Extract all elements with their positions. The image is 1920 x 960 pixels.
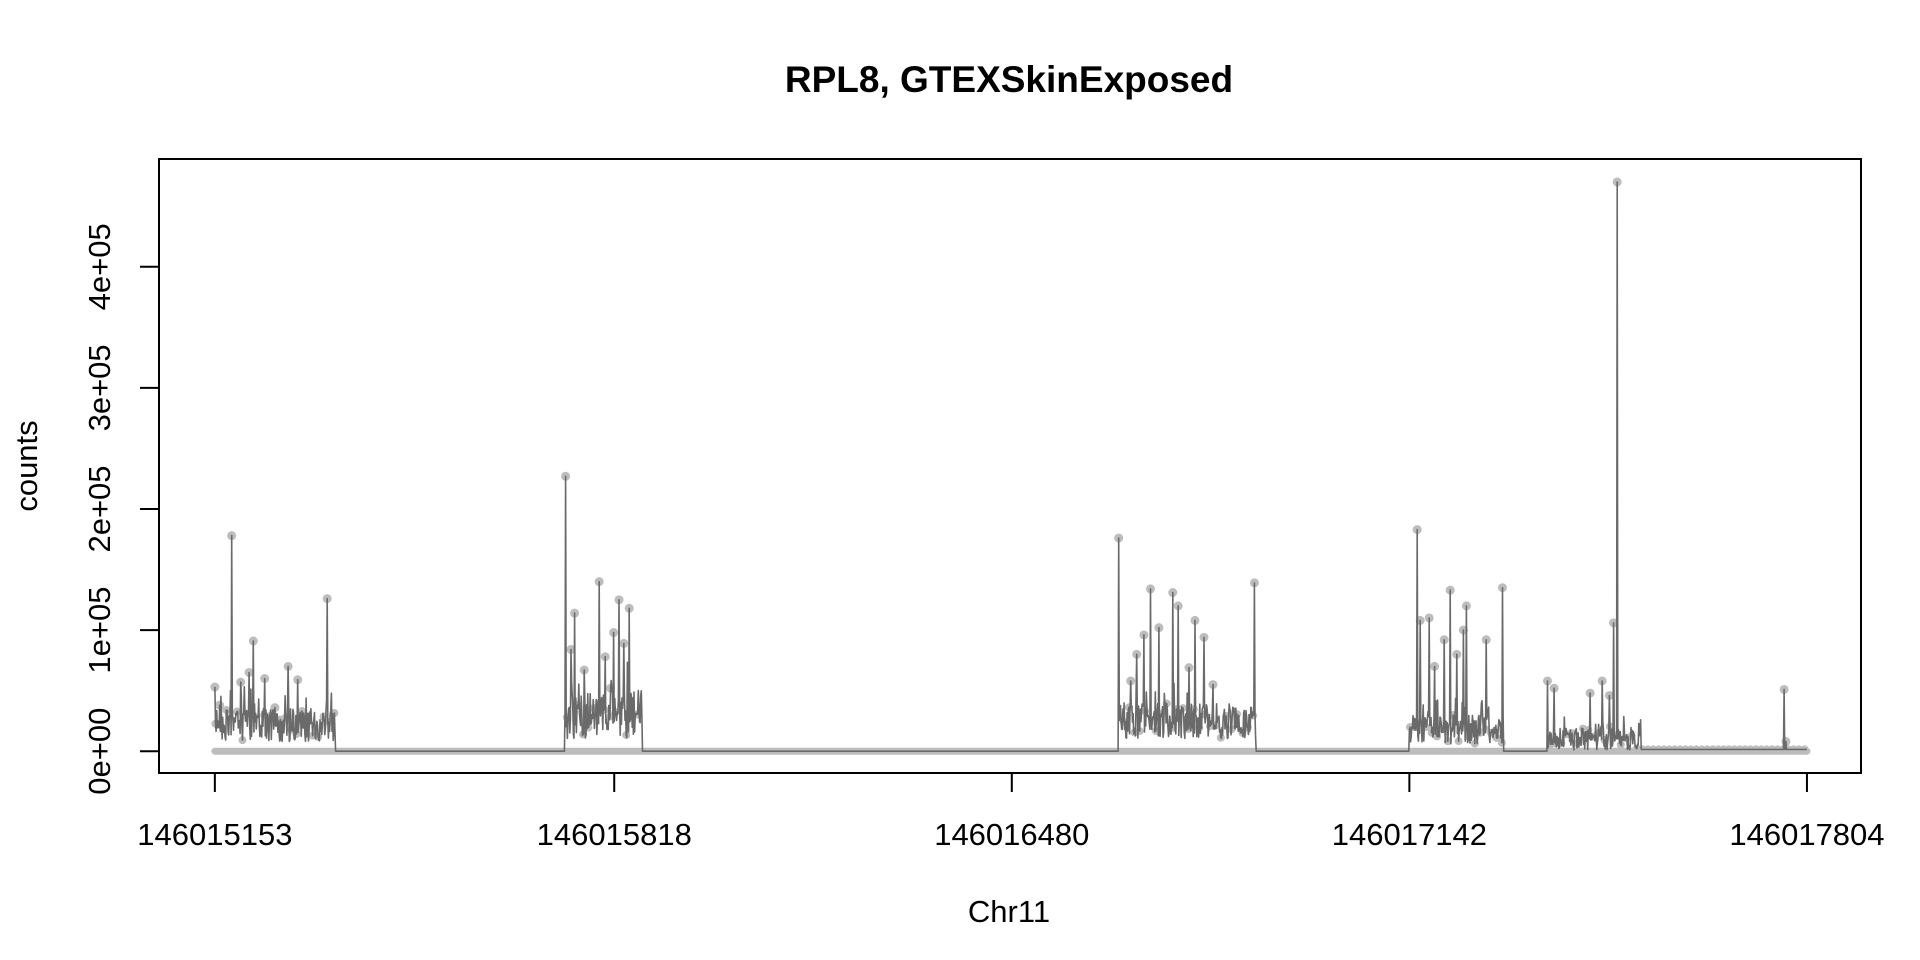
y-tick-label: 2e+05 bbox=[82, 465, 117, 552]
y-axis-label: counts bbox=[9, 420, 44, 511]
y-tick-label: 3e+05 bbox=[82, 344, 117, 431]
y-tick-label: 0e+00 bbox=[82, 708, 117, 795]
y-axis: 0e+00 1e+05 2e+05 3e+05 4e+05 bbox=[82, 223, 160, 795]
series-line bbox=[214, 181, 1808, 752]
x-axis-label: Chr11 bbox=[968, 894, 1050, 929]
series-counts bbox=[210, 177, 1811, 755]
x-tick-label: 146017142 bbox=[1332, 817, 1487, 852]
chart-title: RPL8, GTEXSkinExposed bbox=[785, 59, 1233, 100]
x-tick-label: 146016480 bbox=[934, 817, 1089, 852]
x-tick-label: 146017804 bbox=[1729, 817, 1884, 852]
x-tick-label: 146015153 bbox=[137, 817, 292, 852]
y-tick-label: 1e+05 bbox=[82, 587, 117, 674]
x-axis: 146015153 146015818 146016480 146017142 1460… bbox=[137, 772, 1885, 852]
x-tick-label: 146015818 bbox=[537, 817, 692, 852]
y-tick-label: 4e+05 bbox=[82, 223, 117, 310]
